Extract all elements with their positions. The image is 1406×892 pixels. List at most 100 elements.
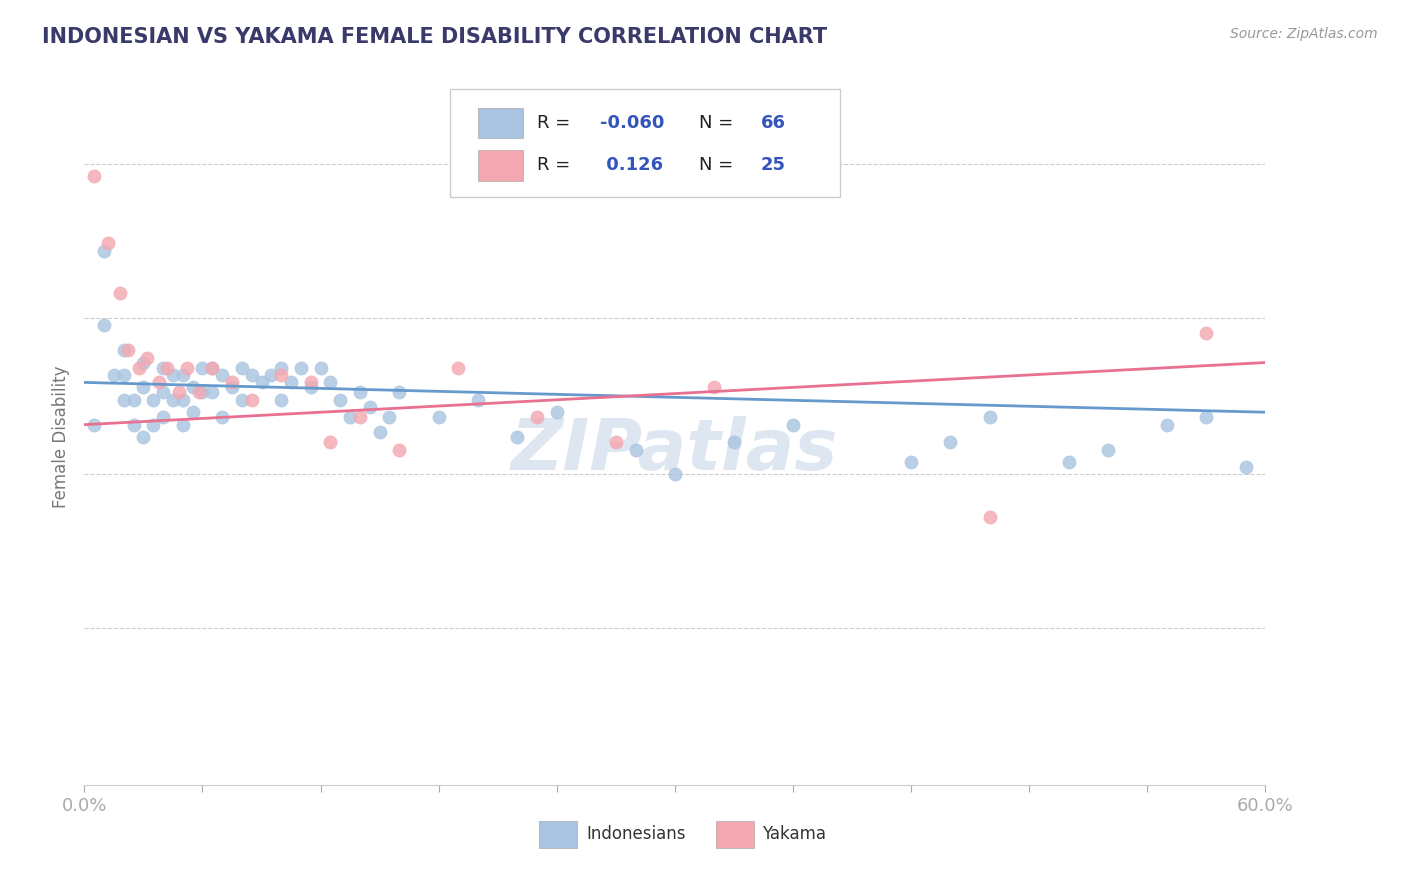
Point	[132, 430, 155, 444]
Point	[93, 318, 115, 333]
Point	[359, 401, 381, 415]
Point	[162, 392, 184, 407]
Text: Indonesians: Indonesians	[586, 825, 686, 843]
Point	[211, 410, 233, 425]
Point	[526, 410, 548, 425]
Point	[136, 351, 159, 365]
Point	[299, 380, 322, 394]
FancyBboxPatch shape	[450, 89, 841, 197]
Point	[240, 368, 263, 382]
Point	[388, 385, 411, 400]
Point	[329, 392, 352, 407]
Point	[1156, 417, 1178, 432]
Text: 66: 66	[761, 114, 786, 132]
Point	[152, 410, 174, 425]
FancyBboxPatch shape	[716, 822, 754, 847]
Point	[339, 410, 361, 425]
Point	[1195, 326, 1218, 340]
Point	[447, 360, 470, 375]
Point	[231, 392, 253, 407]
Y-axis label: Female Disability: Female Disability	[52, 366, 70, 508]
Point	[112, 368, 135, 382]
Point	[250, 376, 273, 390]
Point	[270, 360, 292, 375]
FancyBboxPatch shape	[538, 822, 576, 847]
Point	[148, 376, 170, 390]
Point	[782, 417, 804, 432]
Point	[939, 435, 962, 450]
Point	[176, 360, 198, 375]
Point	[231, 360, 253, 375]
Point	[979, 410, 1001, 425]
Text: N =: N =	[699, 156, 738, 174]
Point	[117, 343, 139, 358]
Point	[132, 355, 155, 369]
Point	[142, 392, 165, 407]
Point	[467, 392, 489, 407]
Point	[506, 430, 529, 444]
Point	[624, 442, 647, 457]
Text: R =: R =	[537, 114, 575, 132]
Point	[368, 425, 391, 439]
Point	[319, 435, 342, 450]
Point	[221, 376, 243, 390]
Point	[103, 368, 125, 382]
Text: -0.060: -0.060	[600, 114, 665, 132]
Point	[1234, 459, 1257, 474]
Point	[703, 380, 725, 394]
Point	[172, 417, 194, 432]
Text: 0.126: 0.126	[600, 156, 664, 174]
Point	[270, 368, 292, 382]
Point	[309, 360, 332, 375]
Point	[181, 380, 204, 394]
Point	[280, 376, 302, 390]
Point	[1195, 410, 1218, 425]
Point	[221, 380, 243, 394]
Point	[83, 169, 105, 184]
Point	[97, 236, 120, 251]
Point	[93, 244, 115, 258]
Text: ZIPatlas: ZIPatlas	[512, 417, 838, 485]
Point	[122, 392, 145, 407]
Point	[172, 368, 194, 382]
Point	[142, 417, 165, 432]
Point	[260, 368, 283, 382]
Text: Source: ZipAtlas.com: Source: ZipAtlas.com	[1230, 27, 1378, 41]
Point	[83, 417, 105, 432]
Point	[664, 467, 686, 482]
Point	[201, 360, 224, 375]
Point	[152, 385, 174, 400]
Point	[427, 410, 450, 425]
Text: N =: N =	[699, 114, 738, 132]
Point	[270, 392, 292, 407]
Point	[290, 360, 312, 375]
Point	[162, 368, 184, 382]
Point	[172, 392, 194, 407]
Point	[191, 385, 214, 400]
Point	[167, 385, 190, 400]
Point	[112, 343, 135, 358]
Point	[349, 385, 371, 400]
FancyBboxPatch shape	[478, 108, 523, 138]
Point	[156, 360, 179, 375]
FancyBboxPatch shape	[478, 150, 523, 180]
Point	[112, 392, 135, 407]
Point	[546, 405, 568, 419]
Point	[349, 410, 371, 425]
Point	[152, 360, 174, 375]
Point	[187, 385, 209, 400]
Text: INDONESIAN VS YAKAMA FEMALE DISABILITY CORRELATION CHART: INDONESIAN VS YAKAMA FEMALE DISABILITY C…	[42, 27, 827, 46]
Point	[132, 380, 155, 394]
Text: R =: R =	[537, 156, 575, 174]
Point	[388, 442, 411, 457]
Point	[128, 360, 150, 375]
Text: 25: 25	[761, 156, 786, 174]
Point	[211, 368, 233, 382]
Text: Yakama: Yakama	[762, 825, 827, 843]
Point	[108, 285, 131, 300]
Point	[191, 360, 214, 375]
Point	[201, 385, 224, 400]
Point	[1057, 455, 1080, 469]
Point	[299, 376, 322, 390]
Point	[1097, 442, 1119, 457]
